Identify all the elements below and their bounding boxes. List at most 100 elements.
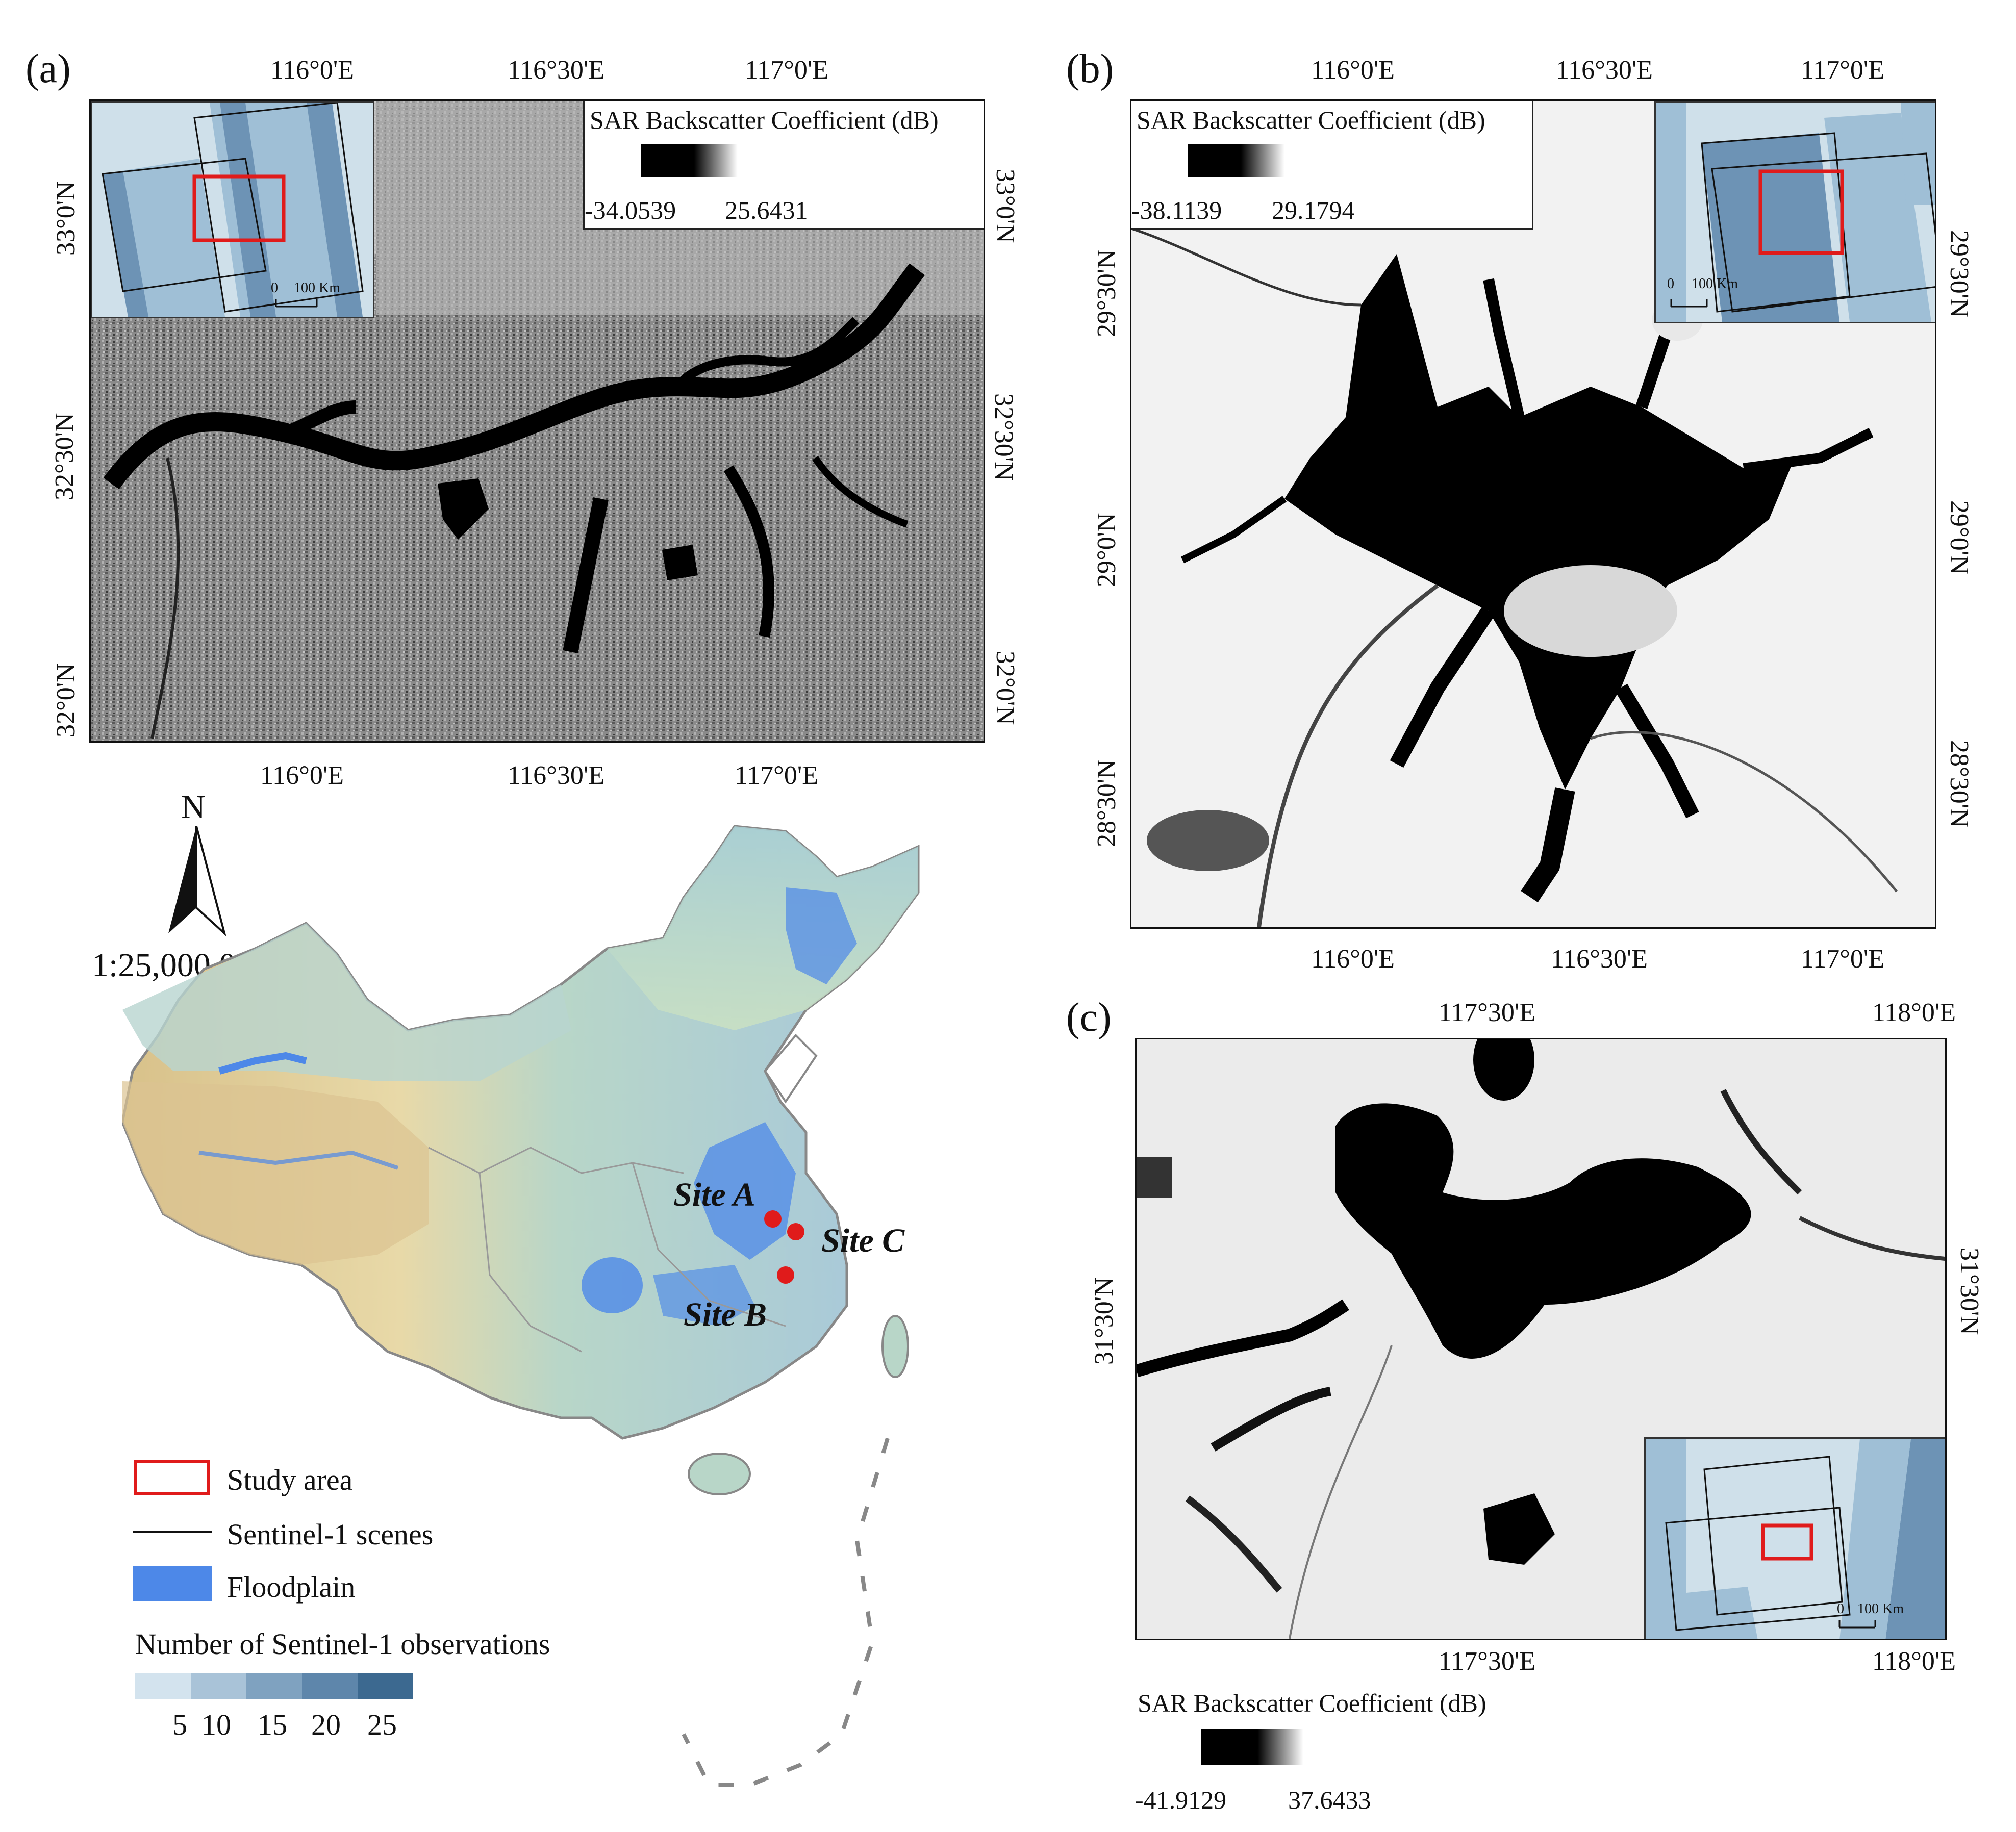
panel-b-letter: (b) bbox=[1066, 46, 1114, 91]
panel-a-lat-right-3: 32°0'N bbox=[991, 651, 1020, 725]
panel-b-scale-zero: 0 bbox=[1667, 276, 1674, 292]
obs-swatch-2 bbox=[191, 1673, 246, 1699]
obs-swatch-5 bbox=[358, 1673, 413, 1699]
obs-tick-15: 15 bbox=[258, 1708, 287, 1741]
panel-a-colorbar: SAR Backscatter Coefficient (dB) -34.053… bbox=[583, 101, 984, 230]
panel-a-sar-map: 0 100 Km SAR Backscatter Coefficient (dB… bbox=[89, 99, 985, 743]
site-c-dot bbox=[787, 1223, 804, 1240]
obs-tick-25: 25 bbox=[367, 1708, 397, 1741]
panel-b-scale-dist: 100 Km bbox=[1692, 276, 1738, 292]
panel-b-bottom-lon-1: 116°0'E bbox=[1311, 945, 1395, 974]
map-legend: Study area Sentinel-1 scenes Floodplain … bbox=[133, 1459, 694, 1744]
panel-a-lat-left-3: 32°0'N bbox=[52, 663, 81, 737]
panel-b-top-lon-1: 116°0'E bbox=[1311, 56, 1395, 85]
china-map bbox=[122, 825, 920, 1787]
panel-c-colorbar: SAR Backscatter Coefficient (dB) -41.912… bbox=[1135, 1683, 1543, 1821]
obs-tick-10: 10 bbox=[201, 1708, 231, 1741]
panel-b-lat-left-1: 29°30'N bbox=[1092, 249, 1121, 337]
panel-a-scale-zero: 0 bbox=[271, 280, 278, 296]
panel-a-lat-right-1: 33°0'N bbox=[991, 169, 1020, 243]
panel-b-lat-left-3: 28°30'N bbox=[1092, 759, 1121, 847]
panel-c-sar-map: 0 100 Km bbox=[1135, 1038, 1947, 1640]
floodplain-northeast bbox=[786, 887, 857, 984]
legend-study-area-label: Study area bbox=[227, 1463, 353, 1496]
site-c-label: Site C bbox=[821, 1222, 905, 1259]
panel-c-colorbar-gradient bbox=[1201, 1729, 1303, 1765]
panel-b-colorbar-gradient bbox=[1188, 144, 1284, 177]
panel-a-top-lon-3: 117°0'E bbox=[745, 56, 828, 85]
panel-c-scale-zero: 0 bbox=[1837, 1601, 1844, 1617]
panel-b-lat-left-2: 29°0'N bbox=[1092, 513, 1121, 587]
panel-b-colorbar-min: -38.1139 bbox=[1131, 196, 1222, 224]
panel-b-lat-right-1: 29°30'N bbox=[1945, 230, 1974, 318]
panel-c-top-lon-2: 118°0'E bbox=[1872, 998, 1956, 1027]
panel-b-top-lon-2: 116°30'E bbox=[1556, 56, 1653, 85]
legend-floodplain-label: Floodplain bbox=[227, 1570, 356, 1604]
panel-c-sar-image bbox=[1137, 1039, 1945, 1639]
panel-a-top-lon-1: 116°0'E bbox=[270, 56, 354, 85]
panel-a-inset-swaths bbox=[102, 103, 364, 317]
legend-scenes-label: Sentinel-1 scenes bbox=[227, 1518, 434, 1551]
chaohu-lake bbox=[1335, 1103, 1751, 1359]
panel-b-colorbar-title: SAR Backscatter Coefficient (dB) bbox=[1137, 106, 1485, 134]
panel-b-inset-map: 0 100 Km bbox=[1654, 101, 1935, 323]
panel-b-bottom-lon-2: 116°30'E bbox=[1551, 945, 1648, 974]
obs-tick-20: 20 bbox=[311, 1708, 341, 1741]
site-a-dot bbox=[764, 1210, 782, 1228]
panel-a-bottom-lon-1: 116°0'E bbox=[260, 761, 344, 790]
obs-swatch-4 bbox=[302, 1673, 358, 1699]
panel-a-lat-left-1: 33°0'N bbox=[52, 181, 81, 256]
panel-c-colorbar-title: SAR Backscatter Coefficient (dB) bbox=[1138, 1689, 1486, 1717]
panel-a-lat-left-2: 32°30'N bbox=[50, 413, 79, 500]
panel-a-top-lon-2: 116°30'E bbox=[508, 56, 604, 85]
panel-c-colorbar-min: -41.9129 bbox=[1135, 1786, 1227, 1814]
legend-obs-title: Number of Sentinel-1 observations bbox=[135, 1627, 550, 1661]
panel-b-bottom-lon-3: 117°0'E bbox=[1801, 945, 1884, 974]
panel-b-top-lon-3: 117°0'E bbox=[1801, 56, 1884, 85]
panel-a-colorbar-title: SAR Backscatter Coefficient (dB) bbox=[590, 106, 939, 134]
panel-a-inset-map: 0 100 Km bbox=[91, 101, 374, 318]
panel-c-study-area-box bbox=[1761, 1523, 1813, 1561]
panel-b-sar-image bbox=[1131, 101, 1935, 927]
panel-a-bottom-lon-2: 116°30'E bbox=[508, 761, 604, 790]
panel-a-colorbar-max: 25.6431 bbox=[725, 196, 808, 224]
panel-c-scale-dist: 100 Km bbox=[1857, 1601, 1904, 1617]
panel-c-inset-swaths bbox=[1646, 1439, 1945, 1639]
hainan bbox=[688, 1453, 751, 1495]
obs-swatch-1 bbox=[135, 1673, 191, 1699]
panel-b-study-area-box bbox=[1758, 169, 1844, 255]
legend-obs-scale bbox=[135, 1673, 413, 1699]
taiwan bbox=[881, 1315, 909, 1378]
obs-swatch-3 bbox=[246, 1673, 302, 1699]
nine-dash-line bbox=[682, 1437, 890, 1787]
panel-c-bottom-lon-2: 118°0'E bbox=[1872, 1647, 1956, 1676]
north-label: N bbox=[181, 788, 206, 826]
legend-study-area-swatch bbox=[134, 1460, 210, 1495]
panel-a-colorbar-gradient bbox=[641, 144, 738, 177]
panel-a-scale-dist: 100 Km bbox=[294, 280, 340, 296]
panel-c-bottom-lon-1: 117°30'E bbox=[1439, 1647, 1535, 1676]
legend-scenes-swatch bbox=[133, 1531, 212, 1533]
site-b-label: Site B bbox=[684, 1296, 767, 1333]
panel-c-inset-map: 0 100 Km bbox=[1644, 1437, 1945, 1639]
panel-c-letter: (c) bbox=[1066, 995, 1112, 1040]
panel-c-lat-right-1: 31°30'N bbox=[1955, 1248, 1984, 1335]
panel-b-colorbar: SAR Backscatter Coefficient (dB) -38.113… bbox=[1131, 101, 1533, 230]
panel-a-letter: (a) bbox=[26, 46, 71, 91]
floodplain-dongting bbox=[582, 1257, 643, 1313]
panel-a-study-area-box bbox=[192, 174, 286, 242]
panel-c-top-lon-1: 117°30'E bbox=[1439, 998, 1535, 1027]
panel-c-colorbar-max: 37.6433 bbox=[1288, 1786, 1371, 1814]
panel-b-colorbar-max: 29.1794 bbox=[1272, 196, 1355, 224]
panel-a-bottom-lon-3: 117°0'E bbox=[735, 761, 818, 790]
panel-a-colorbar-min: -34.0539 bbox=[585, 196, 676, 224]
panel-b-inset-swaths bbox=[1656, 103, 1935, 322]
site-a-label: Site A bbox=[673, 1176, 755, 1213]
panel-b-lat-right-2: 29°0'N bbox=[1945, 500, 1974, 575]
panel-b-lat-right-3: 28°30'N bbox=[1945, 740, 1974, 828]
panel-b-sar-map: SAR Backscatter Coefficient (dB) -38.113… bbox=[1130, 99, 1936, 929]
obs-tick-5: 5 bbox=[172, 1708, 187, 1741]
panel-c-lat-left-1: 31°30'N bbox=[1090, 1277, 1119, 1365]
panel-a-lat-right-2: 32°30'N bbox=[989, 393, 1018, 481]
north-arrow: N bbox=[163, 788, 230, 941]
